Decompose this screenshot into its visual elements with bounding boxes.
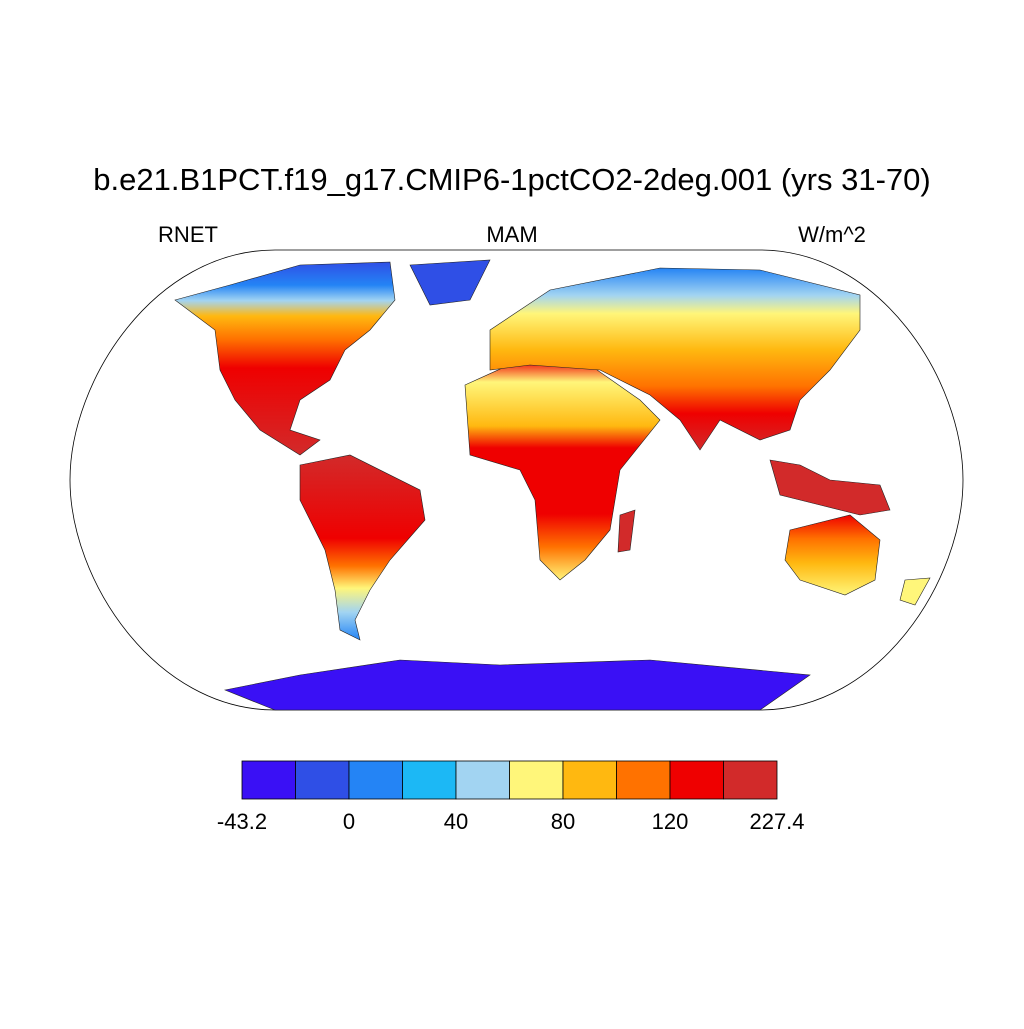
colorbar-label: 80 xyxy=(551,809,575,834)
colorbar-box xyxy=(723,760,778,800)
colorbar-label: 0 xyxy=(343,809,355,834)
eurasia xyxy=(489,267,861,451)
colorbar-box xyxy=(562,760,617,800)
greenland xyxy=(409,259,491,306)
colorbar-box xyxy=(616,760,671,800)
antarctica xyxy=(223,659,811,711)
map xyxy=(69,249,964,711)
colorbar-label: 40 xyxy=(444,809,468,834)
australia xyxy=(784,514,881,596)
colorbar-box xyxy=(241,760,296,800)
africa xyxy=(464,359,661,581)
colorbar-box xyxy=(669,760,724,800)
colorbar: -43.2 0 40 80 120 227.4 xyxy=(217,760,805,834)
colorbar-box xyxy=(455,760,510,800)
south-america xyxy=(299,454,426,641)
north-america xyxy=(174,261,396,456)
season-label: MAM xyxy=(486,222,537,247)
colorbar-box xyxy=(402,760,457,800)
colorbar-label: -43.2 xyxy=(217,809,267,834)
madagascar xyxy=(617,509,636,553)
colorbar-box xyxy=(509,760,564,800)
new-zealand xyxy=(899,577,931,606)
colorbar-label: 120 xyxy=(652,809,689,834)
maritime-continent xyxy=(769,459,891,516)
title: b.e21.B1PCT.f19_g17.CMIP6-1pctCO2-2deg.0… xyxy=(93,162,930,197)
colorbar-box xyxy=(348,760,403,800)
units-label: W/m^2 xyxy=(798,222,866,247)
colorbar-label: 227.4 xyxy=(749,809,804,834)
colorbar-box xyxy=(295,760,350,800)
variable-label: RNET xyxy=(158,222,218,247)
